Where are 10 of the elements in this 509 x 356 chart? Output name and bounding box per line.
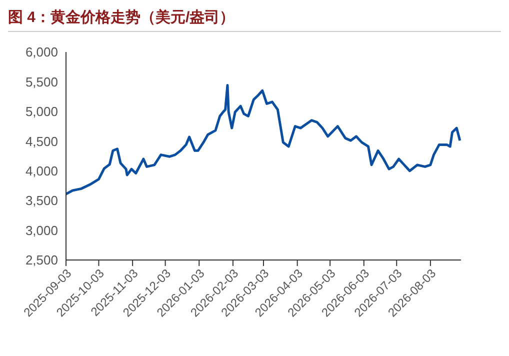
chart-title: 图 4：黄金价格走势（美元/盎司） (8, 8, 501, 32)
y-tick-label: 3,000 (25, 222, 58, 238)
y-tick-label: 5,500 (25, 74, 58, 90)
line-series (66, 84, 461, 196)
y-tick-label: 3,500 (25, 193, 58, 208)
y-tick-label: 4,500 (25, 134, 58, 149)
y-tick-label: 5,000 (25, 104, 58, 120)
y-tick-label: 2,500 (25, 252, 58, 268)
y-tick-label: 4,000 (25, 163, 58, 178)
y-tick-label: 6,000 (25, 44, 58, 60)
